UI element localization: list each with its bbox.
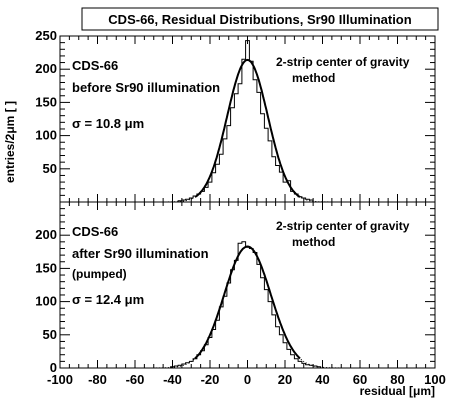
x-tick-label: 40 bbox=[315, 372, 329, 387]
x-tick-label: 100 bbox=[424, 372, 446, 387]
x-tick-label: 20 bbox=[278, 372, 292, 387]
bottom-annotation-note: (pumped) bbox=[72, 267, 127, 281]
bottom-annotation-condition: after Sr90 illumination bbox=[72, 246, 209, 261]
bottom-y-tick-label: 200 bbox=[35, 227, 57, 242]
bottom-panel: 0 50 100 150 200 bbox=[35, 201, 436, 375]
x-tick-label: 0 bbox=[244, 372, 251, 387]
top-panel: 50 100 150 200 250 bbox=[35, 28, 436, 203]
x-tick-label: 80 bbox=[390, 372, 404, 387]
top-fit-curve bbox=[194, 58, 301, 198]
top-annotation-detector: CDS-66 bbox=[72, 58, 118, 73]
x-axis: -100 -80 -60 -40 -20 0 20 40 60 80 100 bbox=[47, 372, 446, 387]
x-axis-title: residual [μm] bbox=[360, 384, 435, 398]
top-method-line2: method bbox=[292, 71, 335, 85]
bottom-annotation-sigma: σ = 12.4 μm bbox=[72, 292, 144, 307]
top-method-line1: 2-strip center of gravity bbox=[276, 55, 410, 69]
bottom-fit-tail-right bbox=[300, 358, 360, 369]
chart-title: CDS-66, Residual Distributions, Sr90 Ill… bbox=[108, 12, 411, 27]
bottom-y-tick-label: 150 bbox=[35, 260, 57, 275]
title-box bbox=[81, 7, 439, 31]
x-tick-label: -60 bbox=[126, 372, 145, 387]
top-y-tick-label: 200 bbox=[35, 61, 57, 76]
bottom-fit-curve bbox=[194, 245, 301, 360]
x-tick-label: -20 bbox=[201, 372, 220, 387]
bottom-y-tick-label: 100 bbox=[35, 294, 57, 309]
top-fit-tail-right bbox=[300, 197, 360, 203]
y-axis-title: entries/2μm [ ] bbox=[3, 101, 17, 183]
top-y-tick-label: 150 bbox=[35, 94, 57, 109]
x-tick-label: -80 bbox=[88, 372, 107, 387]
x-tick-label: -100 bbox=[47, 372, 73, 387]
bottom-annotation-detector: CDS-66 bbox=[72, 224, 118, 239]
bottom-y-tick-label: 0 bbox=[50, 360, 57, 375]
x-tick-label: -40 bbox=[163, 372, 182, 387]
x-tick-label: 60 bbox=[353, 372, 367, 387]
top-y-tick-label: 50 bbox=[43, 161, 57, 176]
top-y-tick-label: 250 bbox=[35, 28, 57, 43]
bottom-y-tick-label: 50 bbox=[43, 327, 57, 342]
top-annotation-sigma: σ = 10.8 μm bbox=[72, 116, 144, 131]
top-annotation-condition: before Sr90 illumination bbox=[72, 80, 220, 95]
bottom-method-line2: method bbox=[292, 235, 335, 249]
top-y-tick-label: 100 bbox=[35, 128, 57, 143]
bottom-method-line1: 2-strip center of gravity bbox=[276, 219, 410, 233]
bottom-fit-tail-left bbox=[135, 358, 195, 369]
bottom-histogram bbox=[170, 241, 322, 368]
